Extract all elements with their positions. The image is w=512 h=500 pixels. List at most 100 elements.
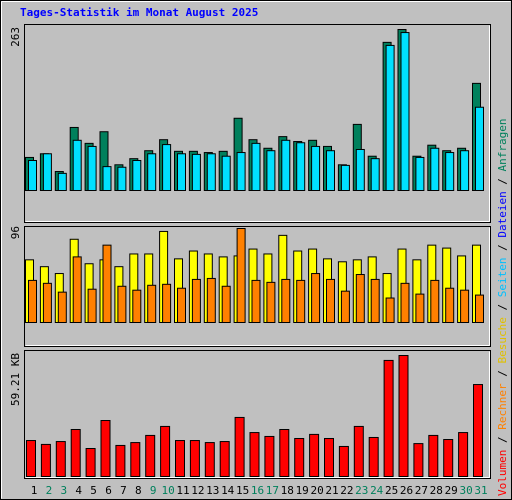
bar — [294, 437, 305, 478]
bar — [55, 441, 66, 478]
bar — [460, 150, 470, 191]
bar — [132, 160, 142, 191]
x-tick-label: 12 — [191, 484, 204, 497]
bar — [266, 281, 276, 323]
bar — [249, 432, 260, 478]
bar — [40, 443, 51, 477]
bar — [160, 425, 171, 477]
x-tick-label: 5 — [90, 484, 97, 497]
bar — [132, 289, 142, 323]
bar — [100, 420, 111, 477]
bar — [428, 434, 439, 477]
bar — [400, 32, 410, 191]
x-tick-label: 16 — [251, 484, 264, 497]
legend-entry: Volumen — [496, 450, 509, 496]
bar — [102, 244, 112, 323]
bar — [430, 147, 440, 191]
legend-entry: Seiten — [496, 258, 509, 298]
y-tick-label: 96 — [9, 226, 22, 239]
x-tick-label: 17 — [266, 484, 279, 497]
bar — [204, 442, 215, 478]
bar — [370, 158, 380, 191]
bar — [311, 273, 321, 323]
bar — [251, 142, 261, 191]
bar — [28, 279, 37, 324]
x-tick-label: 3 — [60, 484, 67, 497]
bar — [368, 436, 379, 477]
bar — [221, 285, 231, 324]
bar — [266, 150, 276, 191]
x-tick-label: 4 — [75, 484, 82, 497]
bar — [206, 277, 216, 323]
bar — [191, 278, 201, 323]
x-tick-label: 27 — [415, 484, 428, 497]
bar — [162, 283, 172, 323]
panel — [24, 24, 491, 223]
bar — [326, 278, 335, 323]
bar — [117, 166, 127, 191]
bar — [221, 155, 231, 191]
bar — [311, 145, 321, 191]
bar — [162, 144, 172, 191]
bar — [42, 282, 52, 324]
x-tick-label: 6 — [105, 484, 112, 497]
legend-entry: Besuche — [496, 317, 509, 363]
legend-entry: Anfragen — [496, 118, 509, 171]
bar — [443, 439, 454, 478]
chart-title: Tages-Statistik im Monat August 2025 — [20, 6, 258, 19]
bar — [355, 148, 365, 191]
bar — [309, 433, 320, 477]
x-tick-label: 7 — [120, 484, 127, 497]
bar — [57, 291, 67, 324]
bar — [281, 278, 291, 323]
legend-entry: / — [496, 238, 509, 258]
x-tick-label: 28 — [430, 484, 443, 497]
side-legend: Volumen / Rechner / Besuche / Seiten / D… — [496, 118, 509, 496]
x-tick-label: 21 — [325, 484, 338, 497]
bar — [177, 153, 186, 191]
bar — [473, 384, 483, 477]
bar — [353, 425, 364, 477]
bar — [102, 166, 112, 191]
bar — [117, 285, 127, 324]
bar — [475, 106, 484, 191]
bar — [87, 288, 97, 324]
bar — [370, 278, 380, 323]
bar — [206, 153, 216, 191]
bar — [189, 440, 200, 478]
bar — [115, 444, 126, 478]
legend-entry: / — [496, 430, 509, 450]
y-tick-label: 59.21 KB — [9, 353, 22, 406]
bar — [340, 164, 350, 191]
bar — [338, 445, 349, 478]
bar — [219, 441, 230, 478]
bar — [445, 287, 455, 323]
x-tick-label: 26 — [400, 484, 413, 497]
x-tick-label: 11 — [176, 484, 189, 497]
bar — [42, 153, 52, 191]
bar — [475, 294, 484, 324]
bar — [236, 228, 246, 323]
legend-entry: / — [496, 297, 509, 317]
x-tick-label: 9 — [150, 484, 157, 497]
bar — [177, 287, 186, 323]
x-tick-label: 22 — [340, 484, 353, 497]
x-tick-label: 2 — [46, 484, 53, 497]
bar — [296, 142, 306, 191]
legend-entry: / — [496, 364, 509, 384]
bar — [355, 274, 365, 324]
bar — [326, 150, 335, 191]
bar — [234, 416, 245, 477]
bar — [415, 156, 425, 191]
bar — [130, 442, 141, 478]
bar — [191, 153, 201, 191]
x-tick-label: 14 — [221, 484, 235, 497]
x-tick-label: 19 — [296, 484, 309, 497]
x-tick-label: 20 — [310, 484, 323, 497]
x-tick-label: 31 — [474, 484, 487, 497]
x-tick-label: 8 — [135, 484, 142, 497]
legend-entry: Rechner — [496, 383, 509, 430]
bar — [385, 297, 395, 324]
bar — [400, 282, 410, 324]
